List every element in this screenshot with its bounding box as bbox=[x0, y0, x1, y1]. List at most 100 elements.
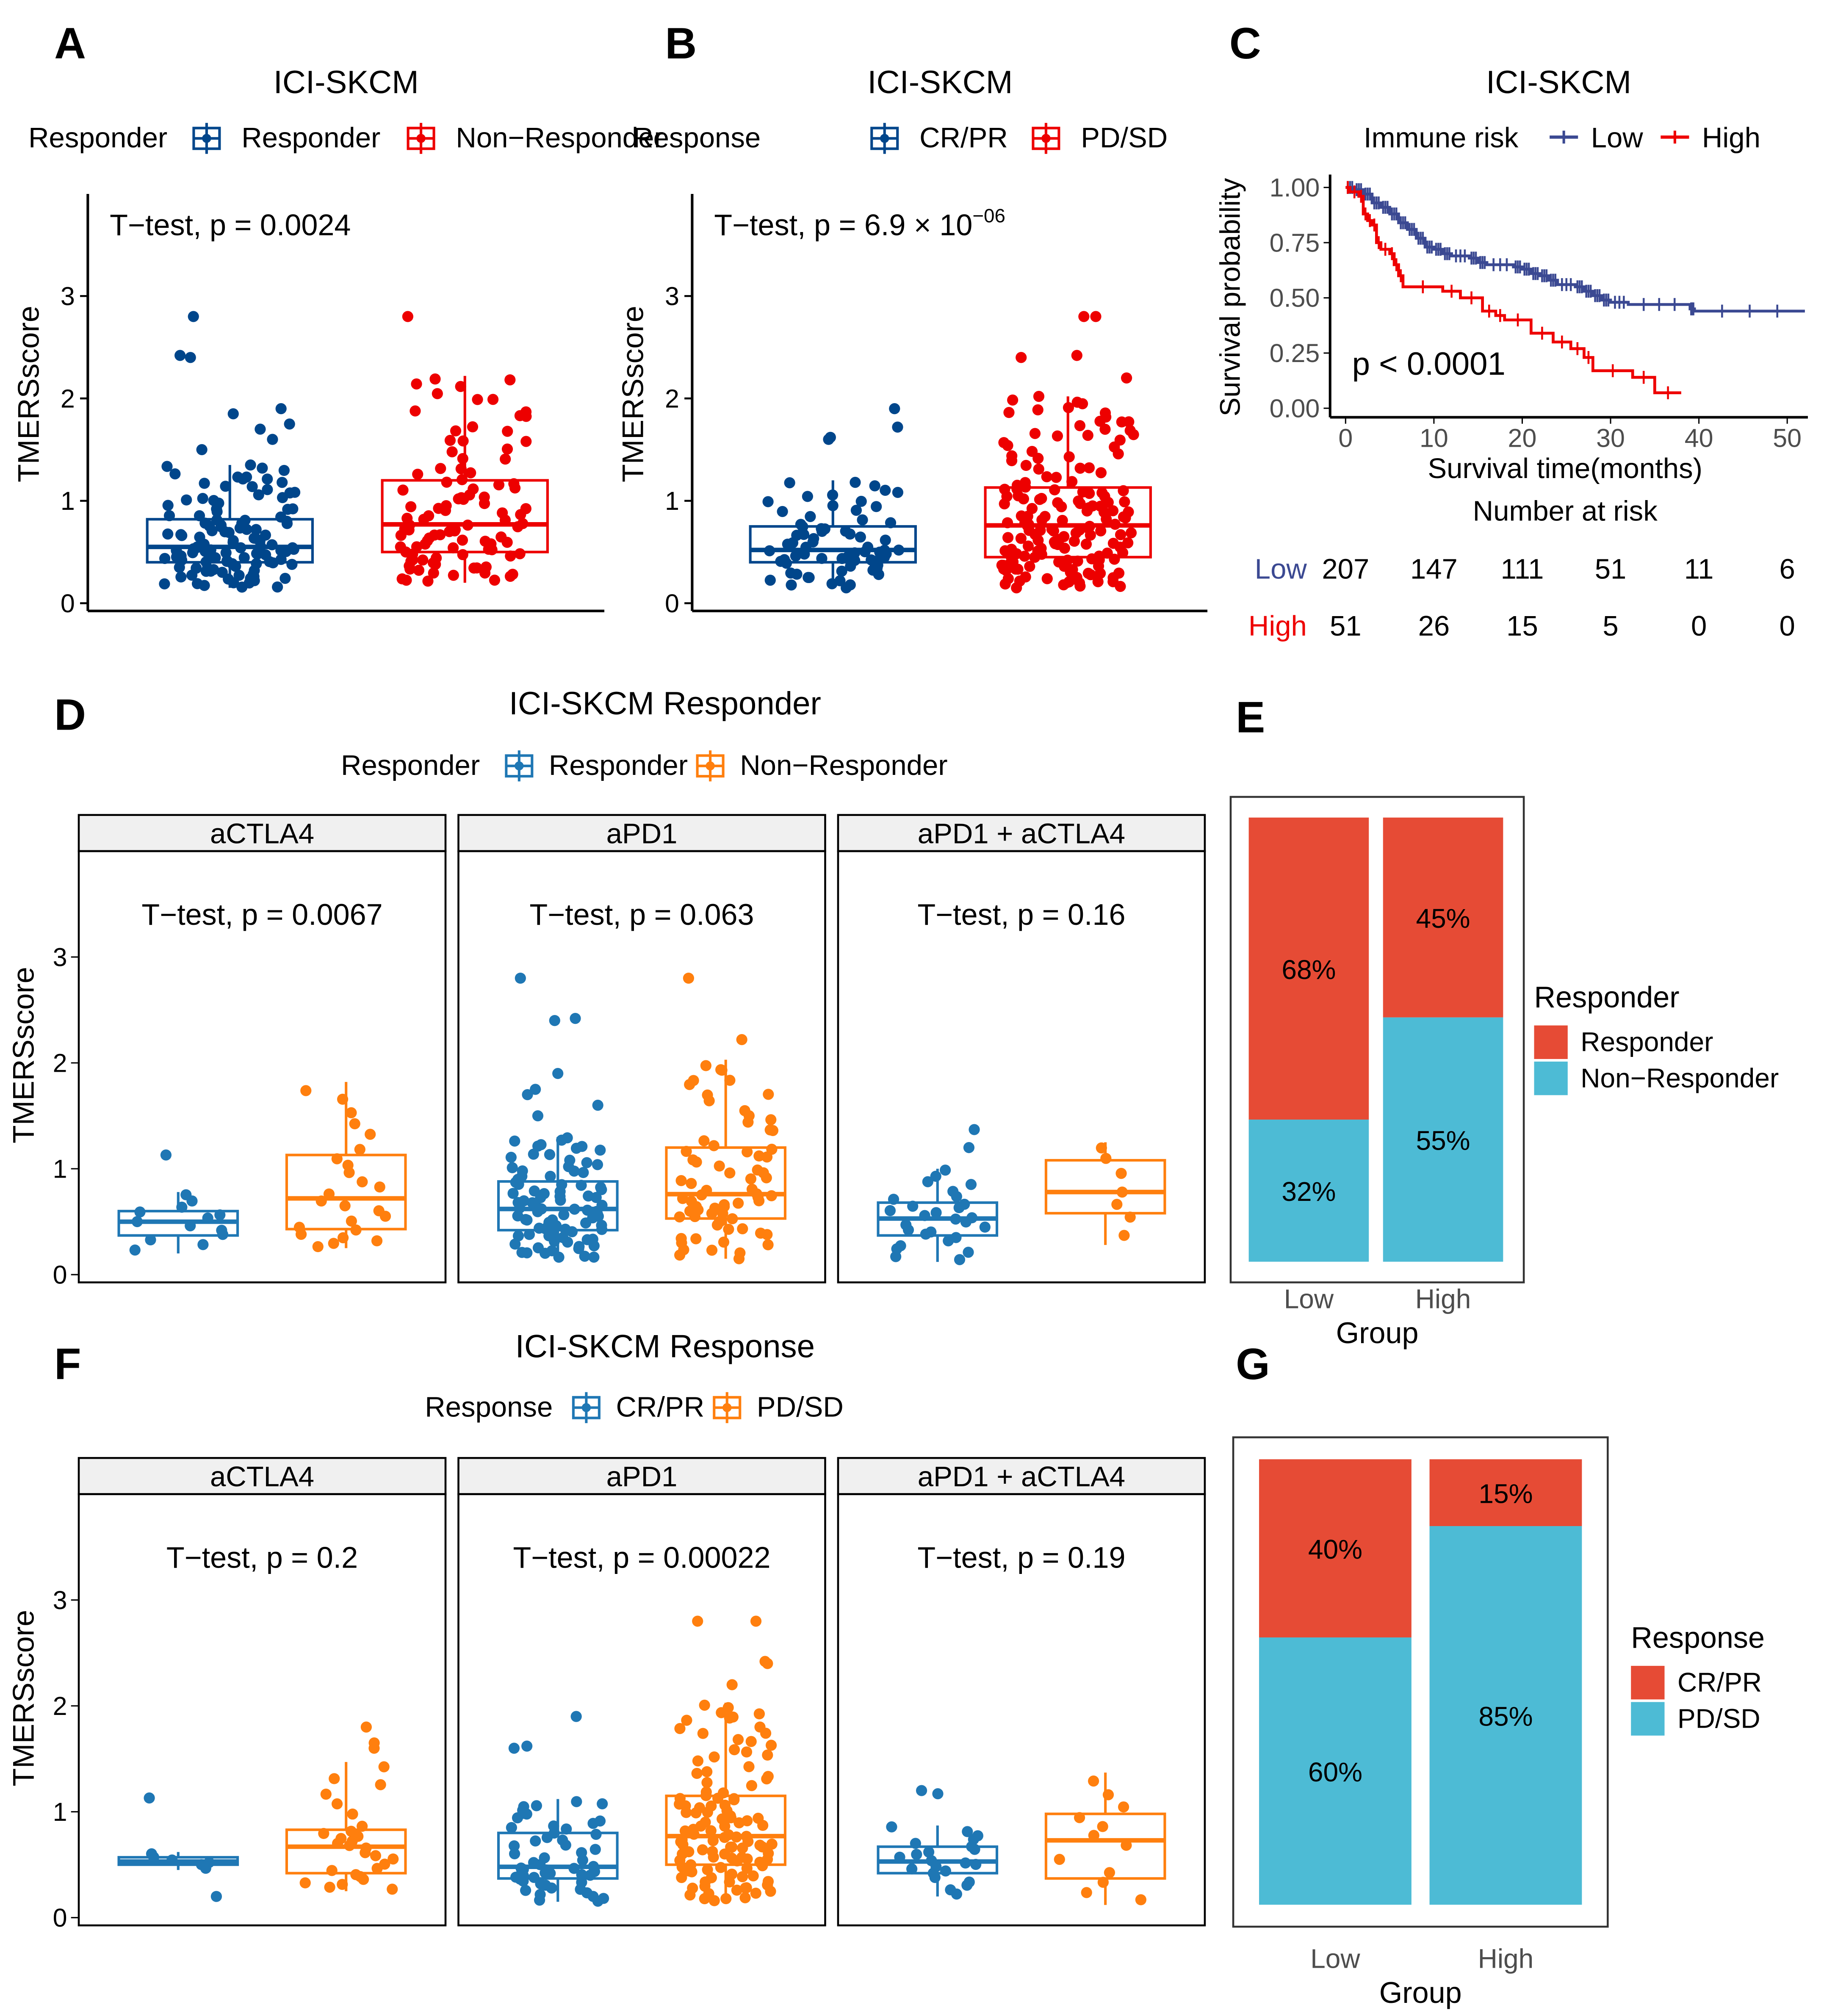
data-point bbox=[245, 459, 256, 471]
data-point bbox=[162, 500, 174, 511]
data-point bbox=[180, 1189, 192, 1200]
data-point bbox=[1124, 425, 1136, 436]
data-point bbox=[1121, 372, 1132, 384]
data-point bbox=[1063, 402, 1074, 413]
data-point bbox=[1107, 538, 1119, 549]
data-point bbox=[576, 1180, 587, 1191]
data-point bbox=[457, 453, 468, 465]
facet-apd1-actla4: aPD1 + aCTLA4 T−test, p = 0.16 bbox=[837, 814, 1206, 1283]
data-point bbox=[766, 1190, 777, 1202]
data-point bbox=[766, 1838, 778, 1850]
data-point bbox=[674, 1211, 685, 1222]
x-tick-label: Low bbox=[1310, 1944, 1360, 1974]
data-point bbox=[932, 1788, 944, 1800]
data-point bbox=[706, 1800, 717, 1812]
data-point bbox=[401, 512, 413, 524]
data-point bbox=[487, 394, 499, 405]
data-point bbox=[816, 523, 827, 534]
data-point bbox=[766, 1144, 778, 1155]
bar-label: 32% bbox=[1281, 1176, 1336, 1207]
data-point bbox=[211, 514, 223, 526]
data-point bbox=[275, 403, 287, 415]
data-point bbox=[161, 461, 173, 472]
data-point bbox=[275, 554, 287, 565]
data-point bbox=[299, 1877, 311, 1889]
data-point bbox=[590, 1828, 602, 1840]
data-point bbox=[337, 1093, 349, 1105]
facet-strip-label: aPD1 bbox=[606, 1461, 678, 1493]
panel-label: D bbox=[54, 690, 86, 739]
data-point bbox=[595, 1145, 606, 1156]
bar-segment-cr-pr bbox=[1259, 1459, 1412, 1638]
data-point bbox=[457, 534, 468, 546]
data-point bbox=[753, 1812, 764, 1824]
data-point bbox=[509, 1135, 520, 1147]
data-point bbox=[432, 388, 443, 399]
data-point bbox=[701, 1777, 713, 1788]
p-value-annotation: p < 0.0001 bbox=[1352, 346, 1506, 382]
facet-strip bbox=[457, 814, 826, 852]
data-point bbox=[999, 545, 1011, 556]
data-point bbox=[431, 552, 442, 564]
data-point bbox=[1041, 471, 1052, 483]
data-point bbox=[598, 1893, 609, 1904]
data-point bbox=[435, 529, 446, 541]
data-point bbox=[802, 491, 813, 502]
bar-segment-responder bbox=[1383, 817, 1503, 1018]
data-point bbox=[850, 477, 861, 488]
risk-count: 11 bbox=[1684, 553, 1714, 585]
data-point bbox=[1123, 506, 1134, 518]
data-point bbox=[747, 1870, 759, 1882]
data-point bbox=[779, 554, 790, 565]
data-point bbox=[1050, 472, 1062, 483]
legend-key-icon bbox=[192, 123, 221, 154]
legend-label: CR/PR bbox=[616, 1391, 704, 1423]
y-tick-label: 3 bbox=[665, 282, 679, 310]
data-point bbox=[880, 484, 891, 496]
data-point bbox=[596, 1200, 608, 1211]
data-point bbox=[592, 1159, 603, 1170]
test-annotation: T−test, p = 6.9 × 10−06 bbox=[714, 205, 1005, 241]
data-point bbox=[573, 1241, 585, 1252]
boxplot-0 bbox=[877, 1124, 999, 1265]
data-point bbox=[255, 423, 266, 435]
data-point bbox=[532, 1110, 544, 1122]
data-point bbox=[1077, 486, 1088, 498]
data-point bbox=[1074, 524, 1085, 536]
data-point bbox=[732, 1734, 744, 1745]
data-point bbox=[869, 480, 880, 492]
data-point bbox=[413, 564, 425, 576]
boxplot-1 bbox=[381, 311, 549, 587]
data-point bbox=[674, 1723, 686, 1734]
y-tick-label: 0 bbox=[53, 1903, 67, 1932]
facet-strip-label: aPD1 + aCTLA4 bbox=[918, 818, 1125, 850]
data-point bbox=[530, 1084, 541, 1095]
legend-label: Non−Responder bbox=[1580, 1063, 1779, 1093]
data-point bbox=[1057, 514, 1068, 526]
data-point bbox=[239, 514, 251, 526]
plot-border bbox=[1232, 1436, 1609, 1928]
data-point bbox=[922, 1176, 933, 1187]
data-point bbox=[216, 567, 228, 578]
risk-count: 147 bbox=[1410, 553, 1458, 585]
data-point bbox=[1082, 430, 1093, 441]
data-point bbox=[521, 1740, 533, 1752]
data-point bbox=[562, 1132, 573, 1144]
data-point bbox=[347, 1808, 358, 1820]
data-point bbox=[447, 542, 459, 553]
data-point bbox=[1015, 533, 1027, 544]
legend-title: Response bbox=[633, 122, 761, 154]
data-point bbox=[1115, 529, 1126, 540]
data-point bbox=[508, 478, 520, 489]
data-point bbox=[1084, 520, 1096, 532]
data-point bbox=[185, 352, 196, 363]
data-point bbox=[765, 1114, 777, 1126]
data-point bbox=[262, 484, 273, 495]
data-point bbox=[1046, 523, 1058, 535]
data-point bbox=[1053, 556, 1065, 568]
data-point bbox=[765, 1739, 777, 1751]
data-point bbox=[517, 1165, 528, 1177]
data-point bbox=[1026, 503, 1038, 514]
y-tick-label: 1 bbox=[53, 1154, 67, 1183]
data-point bbox=[517, 518, 529, 529]
